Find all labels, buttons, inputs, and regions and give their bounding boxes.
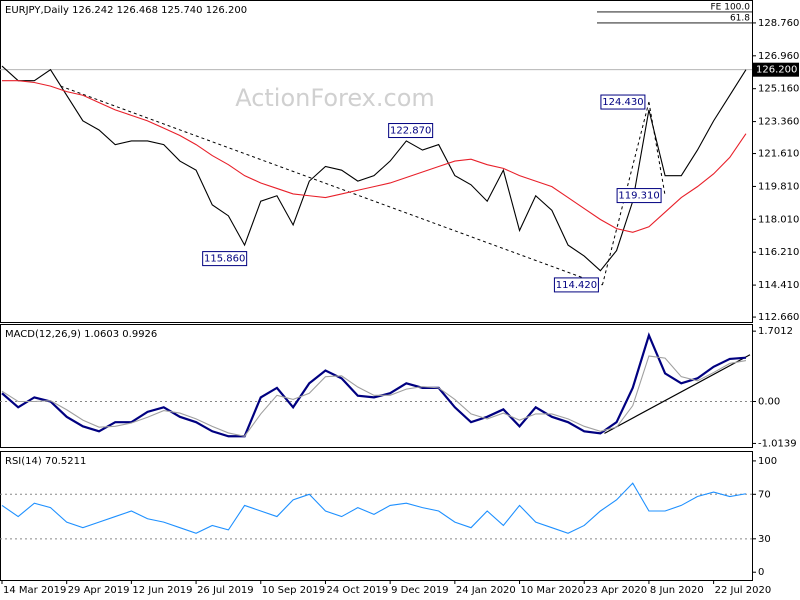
watermark: ActionForex.com — [235, 84, 435, 112]
x-tick-label: 23 Apr 2020 — [585, 585, 647, 596]
y-tick-label: 128.760 — [758, 18, 799, 29]
annotation-box — [202, 251, 248, 267]
y-tick-label: 30 — [758, 534, 771, 545]
x-tick-label: 24 Oct 2019 — [326, 585, 388, 596]
series-line — [1, 65, 747, 272]
series-line — [2, 80, 747, 233]
x-tick-label: 26 Jul 2019 — [197, 585, 254, 596]
annotation-label: 115.860 — [204, 254, 245, 265]
y-tick-label: 121.610 — [758, 149, 799, 160]
y-tick-label: 70 — [758, 489, 771, 500]
panel-frame — [0, 0, 753, 323]
y-tick-label: -1.0139 — [758, 438, 797, 449]
panel-frame — [0, 324, 753, 448]
x-tick-label: 12 Jun 2019 — [132, 585, 192, 596]
annotation-label: 114.420 — [556, 280, 597, 291]
y-tick-label: 116.210 — [758, 247, 799, 258]
price-tag-label: 126.200 — [756, 65, 797, 76]
annotation-box — [616, 188, 662, 204]
x-tick-label: 22 Jul 2020 — [715, 585, 772, 596]
y-tick-label: 114.410 — [758, 280, 799, 291]
y-tick-label: 118.010 — [758, 214, 799, 225]
panel-frame — [0, 451, 753, 581]
panel-title: RSI(14) 70.5211 — [5, 456, 86, 467]
fe-level-label: 61.8 — [730, 13, 750, 23]
y-tick-label: 119.810 — [758, 181, 799, 192]
y-tick-label: 100 — [758, 456, 777, 467]
trendline — [60, 85, 603, 286]
series-line — [1, 482, 747, 534]
x-tick-label: 24 Jan 2020 — [456, 585, 516, 596]
y-tick-label: 125.160 — [758, 84, 799, 95]
x-tick-label: 14 Mar 2019 — [3, 585, 66, 596]
x-tick-label: 9 Dec 2019 — [391, 585, 449, 596]
series-line — [1, 355, 747, 437]
annotation-label: 124.430 — [602, 97, 643, 108]
price-tag — [753, 62, 799, 77]
fe-level-label: FE 100.0 — [711, 2, 751, 12]
panel-title: MACD(12,26,9) 1.0603 0.9926 — [5, 329, 157, 340]
annotation-box — [600, 94, 646, 110]
trendline — [604, 354, 751, 434]
annotation-box — [388, 123, 434, 139]
x-tick-label: 29 Apr 2019 — [68, 585, 130, 596]
y-tick-label: 123.360 — [758, 117, 799, 128]
y-tick-label: 0 — [758, 567, 764, 578]
series-line — [1, 332, 747, 438]
x-tick-label: 10 Mar 2020 — [521, 585, 584, 596]
annotation-label: 122.870 — [390, 126, 431, 137]
y-tick-label: 112.660 — [758, 312, 799, 323]
y-tick-label: 0.00 — [758, 397, 780, 408]
trendline — [601, 101, 650, 286]
y-tick-label: 1.7012 — [758, 326, 793, 337]
trendline — [648, 101, 666, 196]
x-tick-label: 8 Jun 2020 — [650, 585, 704, 596]
annotation-label: 119.310 — [618, 191, 659, 202]
panel-title: EURJPY,Daily 126.242 126.468 125.740 126… — [5, 5, 247, 16]
annotation-box — [553, 277, 599, 293]
y-tick-label: 126.960 — [758, 51, 799, 62]
x-tick-label: 10 Sep 2019 — [262, 585, 325, 596]
